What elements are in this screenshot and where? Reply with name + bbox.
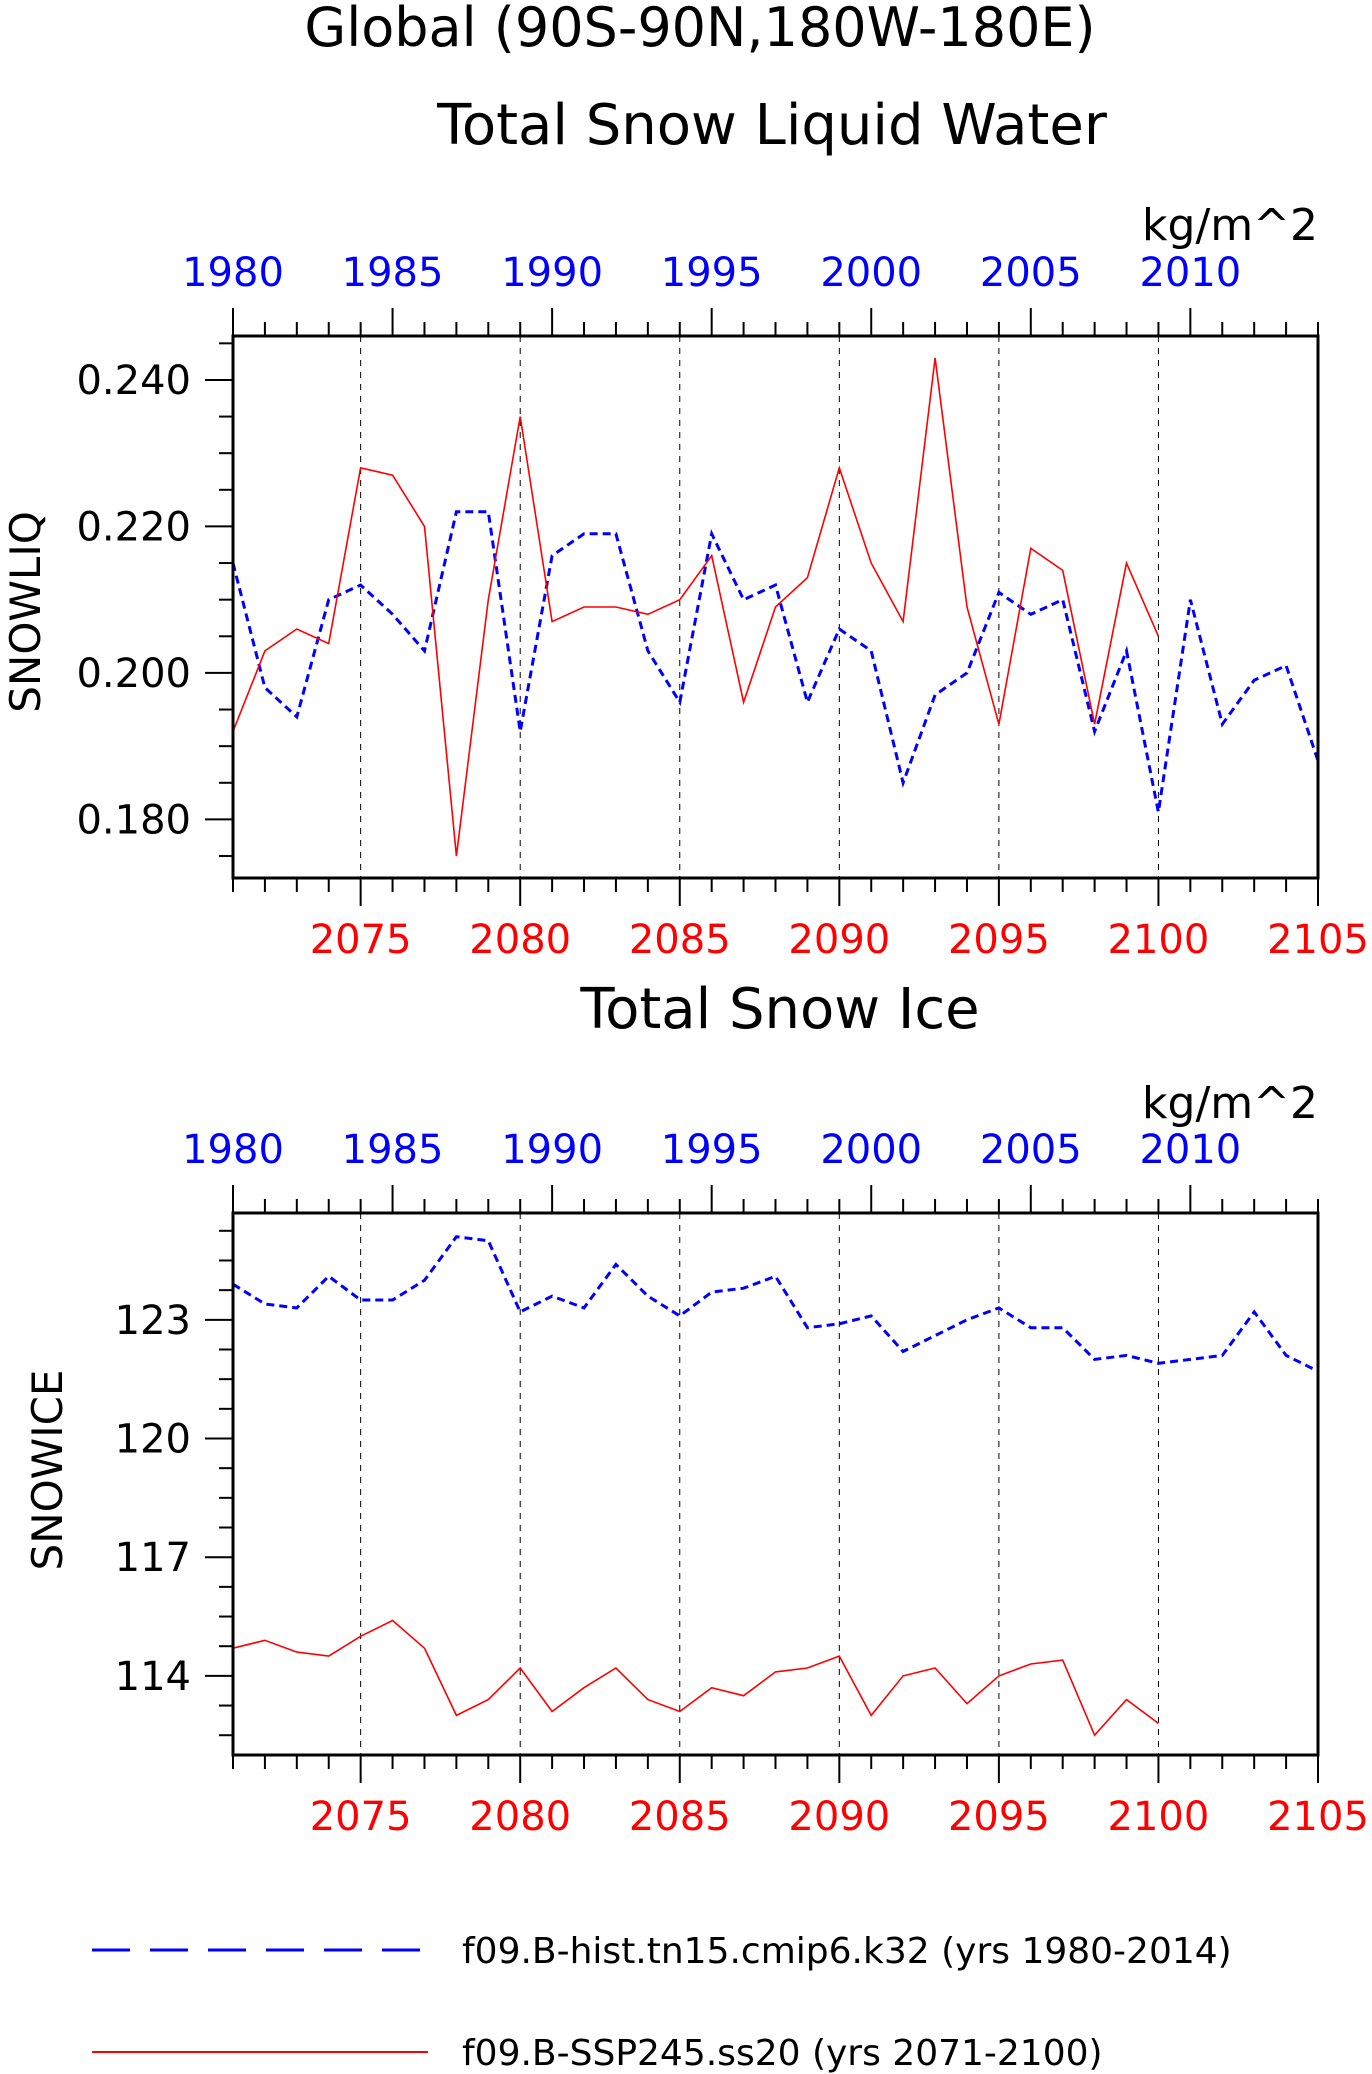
x-tick-label-top: 2000 <box>820 250 922 296</box>
panel-title-snowice: Total Snow Ice <box>579 977 979 1042</box>
series-line-hist <box>232 1235 1319 1373</box>
x-tick-label-top: 2010 <box>1139 1127 1241 1173</box>
units-label-snowliq: kg/m^2 <box>1142 200 1318 251</box>
x-tick-label-bottom: 2090 <box>788 1794 890 1840</box>
legend-label-ssp: f09.B-SSP245.ss20 (yrs 2071-2100) <box>462 2033 1103 2074</box>
panel-title-snowliq: Total Snow Liquid Water <box>436 93 1108 158</box>
plot-frame <box>231 1211 1320 1757</box>
x-tick-label-bottom: 2105 <box>1267 917 1369 963</box>
x-tick-label-bottom: 2100 <box>1108 917 1210 963</box>
x-tick-label-top: 1995 <box>661 250 763 296</box>
gridlines-snowice <box>360 1213 1159 1755</box>
x-tick-label-bottom: 2105 <box>1267 1794 1369 1840</box>
x-tick-label-top: 1985 <box>342 1127 444 1173</box>
x-tick-label-bottom: 2095 <box>948 917 1050 963</box>
y-tick-label: 0.200 <box>76 651 191 697</box>
figure-title: Global (90S-90N,180W-180E) <box>304 0 1095 59</box>
x-tick-label-top: 2000 <box>820 1127 922 1173</box>
y-axis-label-snowliq: SNOWLIQ <box>1 511 50 713</box>
y-tick-label: 0.240 <box>76 358 191 404</box>
x-tick-label-bottom: 2100 <box>1108 1794 1210 1840</box>
axes-snowice: 2075 2080 2085 2090 2095 2100 2105 1980 1985 1990… <box>115 1127 1369 1840</box>
x-tick-label-bottom: 2085 <box>629 917 731 963</box>
x-tick-label-top: 1985 <box>342 250 444 296</box>
gridlines-snowliq <box>360 336 1159 878</box>
x-tick-label-bottom: 2080 <box>469 1794 571 1840</box>
series-line-ssp <box>232 357 1160 857</box>
x-tick-label-bottom: 2095 <box>948 1794 1050 1840</box>
series-line-ssp <box>232 1619 1159 1737</box>
x-tick-label-bottom: 2085 <box>629 1794 731 1840</box>
x-tick-label-bottom: 2075 <box>310 1794 412 1840</box>
axes-snowliq: 2075 2080 2085 2090 2095 2100 2105 1980 1985 1990… <box>76 250 1368 963</box>
x-tick-label-top: 2005 <box>980 250 1082 296</box>
x-tick-label-top: 1980 <box>182 250 284 296</box>
series-group-snowice <box>232 1235 1319 1737</box>
y-tick-label: 123 <box>115 1298 191 1344</box>
series-line-hist <box>231 510 1320 813</box>
x-tick-label-top: 1980 <box>182 1127 284 1173</box>
x-tick-label-bottom: 2075 <box>310 917 412 963</box>
units-label-snowice: kg/m^2 <box>1142 1078 1318 1129</box>
y-tick-label: 0.180 <box>76 797 191 843</box>
y-tick-label: 114 <box>115 1654 191 1700</box>
x-tick-label-bottom: 2090 <box>788 917 890 963</box>
y-tick-label: 0.220 <box>76 504 191 550</box>
x-tick-label-top: 1995 <box>661 1127 763 1173</box>
panel-snowice: Total Snow Ice kg/m^2 SNOWICE 2075 2080 20… <box>23 977 1369 1840</box>
x-tick-label-top: 2005 <box>980 1127 1082 1173</box>
legend: f09.B-hist.tn15.cmip6.k32 (yrs 1980-2014… <box>92 1931 1232 2074</box>
legend-label-hist: f09.B-hist.tn15.cmip6.k32 (yrs 1980-2014… <box>462 1931 1232 1972</box>
x-tick-label-top: 1990 <box>501 250 603 296</box>
x-tick-label-top: 1990 <box>501 1127 603 1173</box>
x-tick-label-bottom: 2080 <box>469 917 571 963</box>
y-axis-label-snowice: SNOWICE <box>23 1370 72 1571</box>
y-tick-label: 117 <box>115 1535 191 1581</box>
y-tick-label: 120 <box>115 1417 191 1463</box>
series-group-snowliq <box>231 357 1320 857</box>
panel-snowliq: Total Snow Liquid Water kg/m^2 SNOWLIQ 2… <box>1 93 1369 963</box>
x-tick-label-top: 2010 <box>1139 250 1241 296</box>
